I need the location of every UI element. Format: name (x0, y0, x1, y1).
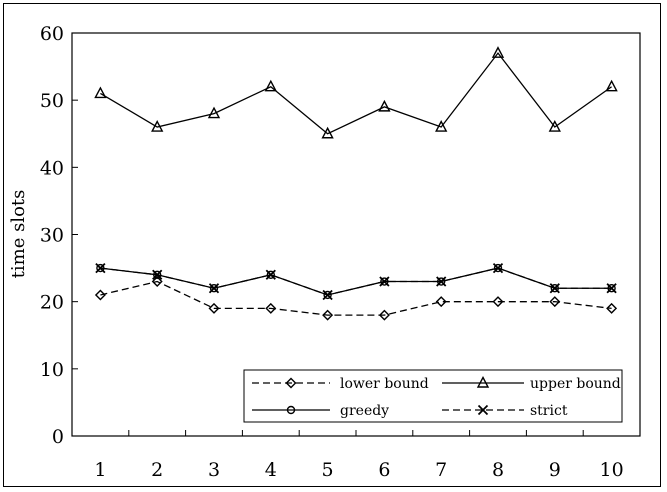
data-point (492, 296, 504, 308)
x-tick-label: 4 (265, 459, 277, 481)
data-point (435, 296, 447, 308)
legend-marker (477, 404, 489, 416)
data-point (321, 126, 334, 139)
x-tick-label: 3 (208, 459, 220, 481)
data-point (436, 276, 447, 287)
series-lower-bound (94, 276, 618, 321)
y-tick-label: 20 (40, 292, 64, 314)
data-point (606, 283, 617, 294)
y-axis-ticks: 0 10 20 30 40 50 60 (40, 23, 78, 448)
data-point (208, 302, 220, 314)
y-tick-label: 60 (40, 23, 64, 45)
data-point (207, 106, 221, 119)
data-point (208, 283, 220, 294)
data-point (378, 309, 390, 321)
legend-item-upper-bound: upper bound (442, 375, 621, 392)
x-tick-label: 2 (151, 459, 163, 481)
data-point (380, 277, 389, 286)
data-point (548, 120, 561, 132)
data-point (151, 120, 164, 132)
y-tick-label: 50 (40, 90, 64, 112)
data-point (322, 289, 333, 301)
data-point (152, 269, 163, 280)
series-line (100, 267, 612, 296)
series-line (100, 280, 612, 316)
data-point (606, 302, 618, 314)
series-line (100, 52, 612, 135)
x-tick-label: 5 (322, 459, 334, 481)
data-point (492, 262, 504, 274)
legend-label: lower bound (340, 376, 429, 392)
series-upper-bound (94, 46, 618, 139)
x-tick-label: 9 (549, 459, 561, 481)
legend-item-greedy: greedy (252, 403, 389, 419)
data-point (209, 284, 219, 293)
data-point (549, 283, 560, 294)
legend-label: greedy (340, 403, 389, 419)
x-axis-ticks: 1 2 3 4 5 6 7 8 9 10 (94, 430, 624, 481)
y-tick-label: 30 (40, 225, 64, 247)
data-point (152, 270, 162, 279)
data-point (322, 309, 334, 321)
data-point (94, 289, 106, 301)
y-tick-label: 0 (52, 426, 64, 448)
legend-box (243, 369, 623, 423)
y-tick-label: 10 (40, 359, 64, 381)
data-point (266, 270, 275, 279)
data-point (264, 79, 277, 92)
data-point (379, 276, 390, 287)
x-tick-label: 10 (600, 459, 624, 481)
y-tick-label: 40 (40, 157, 64, 179)
data-point (435, 120, 448, 132)
data-point (265, 302, 277, 314)
data-point (493, 263, 503, 273)
series-strict (95, 262, 617, 301)
data-point (323, 290, 332, 300)
data-point (605, 79, 618, 92)
data-point (95, 262, 106, 274)
legend-marker (286, 405, 296, 415)
data-point (378, 99, 391, 112)
data-point (491, 46, 505, 58)
series-layer (94, 46, 618, 321)
legend-item-lower-bound: lower bound (252, 376, 429, 392)
x-tick-label: 7 (435, 459, 447, 481)
data-point (550, 284, 559, 293)
x-tick-label: 1 (94, 459, 106, 481)
legend-marker (476, 375, 490, 388)
legend-label: strict (530, 403, 568, 419)
x-tick-label: 6 (378, 459, 390, 481)
data-point (265, 269, 276, 280)
data-point (151, 276, 163, 288)
legend-item-strict: strict (442, 403, 568, 419)
legend: lower bound upper bound greedy strict (243, 369, 623, 423)
x-tick-label: 8 (492, 459, 504, 481)
series-greedy (96, 263, 616, 300)
legend-marker (285, 377, 297, 389)
y-axis-title: time slots (8, 190, 29, 279)
data-point (94, 86, 107, 99)
legend-label: upper bound (530, 376, 621, 392)
data-point (549, 296, 561, 308)
